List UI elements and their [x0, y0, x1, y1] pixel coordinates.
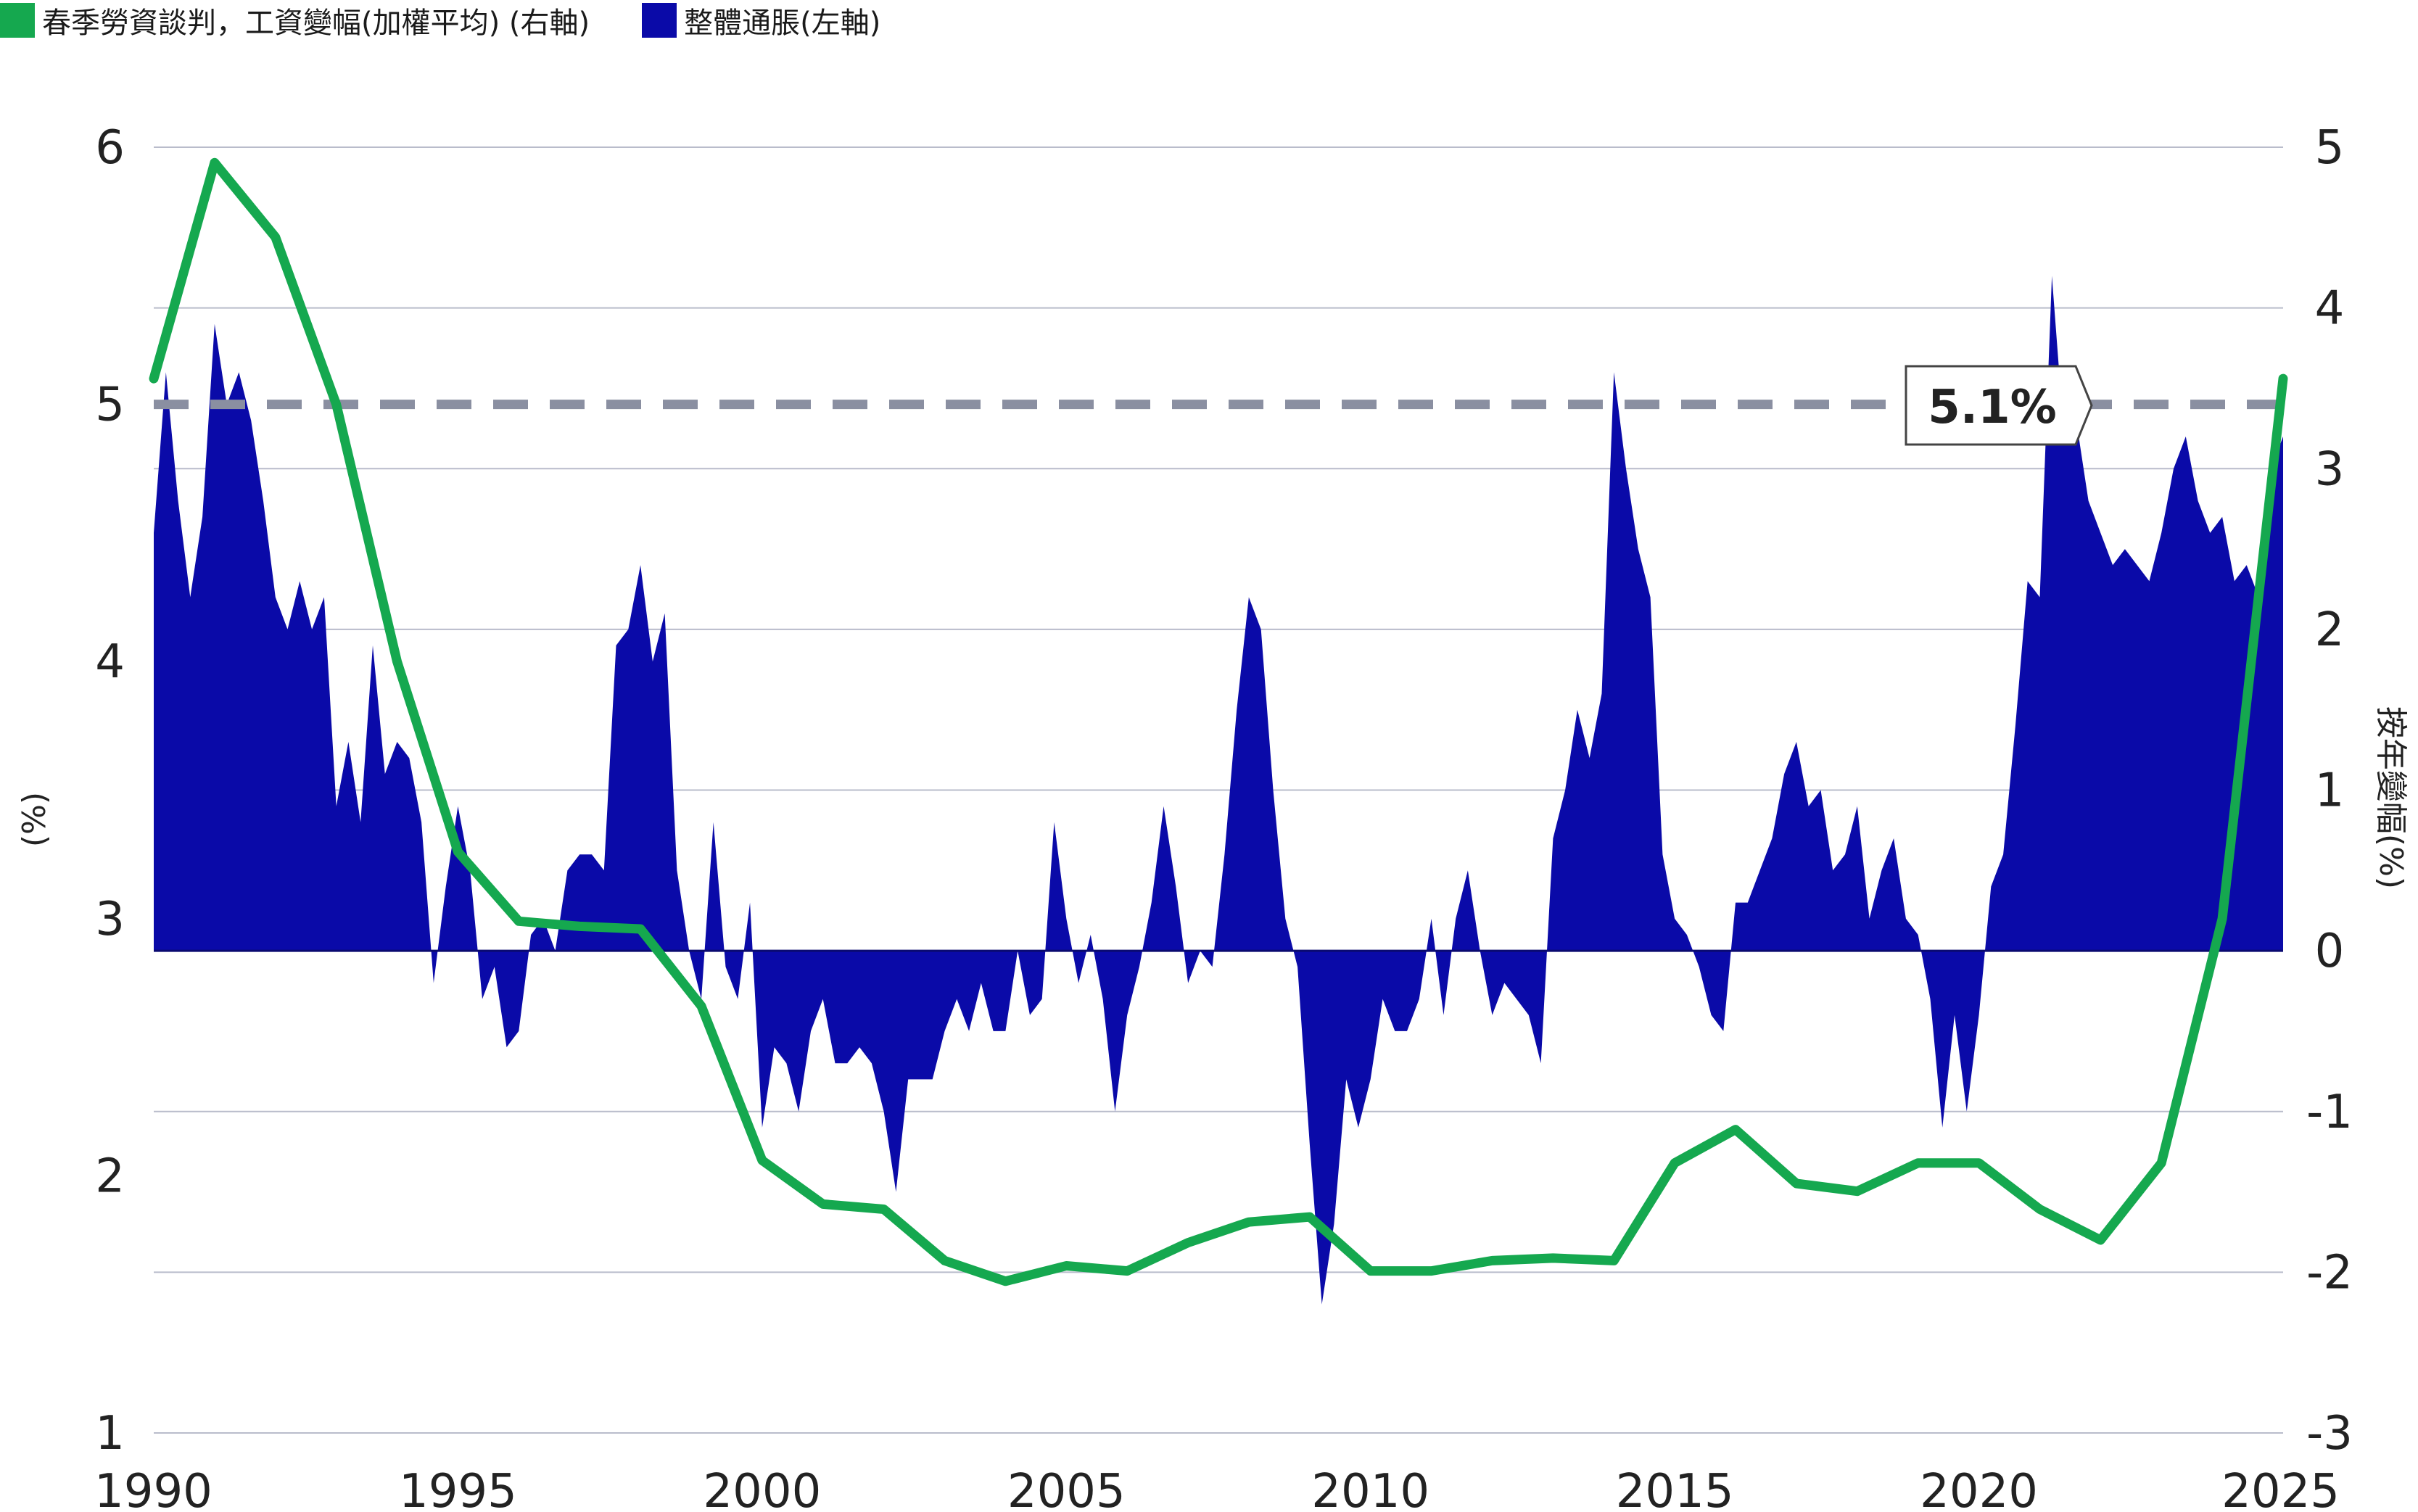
x-tick-label: 2010 [1311, 1465, 1429, 1512]
legend-swatch-wage [0, 3, 35, 38]
y-right-tick-label: 5 [2315, 121, 2345, 175]
y-left-tick-label: 3 [95, 893, 125, 946]
y-left-tick-label: 1 [95, 1407, 125, 1461]
y-left-tick-label: 5 [95, 379, 125, 432]
x-tick-label: 2005 [1007, 1465, 1126, 1512]
y-left-tick-label: 4 [95, 635, 125, 689]
y-axis-right-label: 按年變幅(%) [2372, 706, 2409, 889]
legend-label-wage: 春季勞資談判，工資變幅(加權平均) (右軸) [42, 7, 590, 40]
x-tick-label: 2015 [1616, 1465, 1734, 1512]
x-tick-label: 2025 [2221, 1465, 2340, 1512]
y-left-tick-label: 2 [95, 1149, 125, 1203]
grid [154, 146, 2283, 1434]
x-tick-label: 1990 [94, 1465, 212, 1512]
y-right-tick-label: -2 [2306, 1246, 2353, 1300]
y-right-tick-label: 3 [2315, 442, 2345, 496]
legend-item-wage: 春季勞資談判，工資變幅(加權平均) (右軸) [0, 0, 590, 41]
x-tick-label: 2000 [703, 1465, 821, 1512]
y-right-tick-label: -3 [2306, 1407, 2353, 1461]
y-right-tick-label: 4 [2315, 282, 2345, 336]
reference-callout: 5.1% [1905, 365, 2093, 446]
y-right-tick-label: 0 [2315, 925, 2345, 978]
y-left-tick-label: 6 [95, 121, 125, 175]
tick-labels: 1 2 3 4 5 6 -3 -2 -1 0 1 2 3 4 5 1990 1995 2000 2005 2010 20… [94, 121, 2353, 1512]
legend-item-cpi: 整體通脹(左軸) [642, 0, 880, 41]
y-right-tick-label: 2 [2315, 603, 2345, 657]
legend: 春季勞資談判，工資變幅(加權平均) (右軸) 整體通脹(左軸) [0, 0, 933, 41]
wage-line-layer [149, 157, 2288, 1286]
x-tick-label: 1995 [399, 1465, 517, 1512]
cpi-area-layer [154, 276, 2283, 1305]
callout-box [1905, 365, 2093, 446]
legend-swatch-cpi [642, 3, 677, 38]
legend-label-cpi: 整體通脹(左軸) [684, 7, 881, 40]
callout-label: 5.1% [1928, 381, 2057, 434]
wage-line [149, 157, 2288, 1286]
x-tick-label: 2020 [1920, 1465, 2038, 1512]
y-right-tick-label: 1 [2315, 764, 2345, 818]
y-axis-left-label: (%) [16, 792, 53, 847]
y-right-tick-label: -1 [2306, 1086, 2353, 1139]
